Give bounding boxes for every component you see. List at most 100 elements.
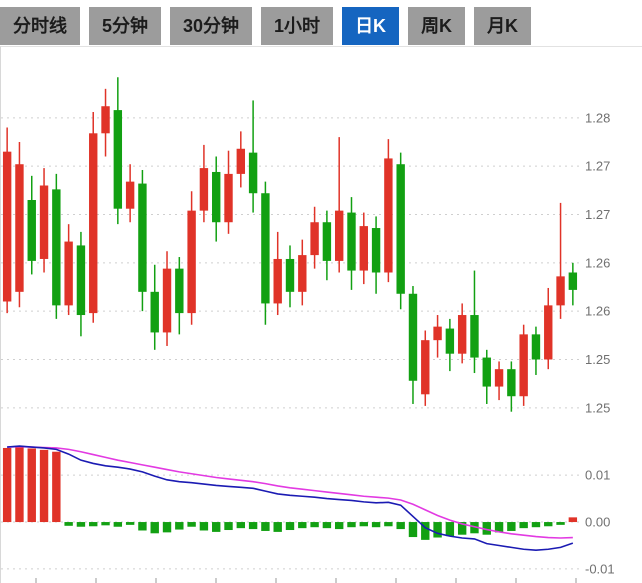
macd-histogram-bar	[396, 522, 405, 530]
tab-time-line[interactable]: 分时线	[0, 7, 80, 45]
macd-histogram-bar	[359, 522, 368, 527]
macd-histogram-bar	[261, 522, 270, 531]
macd-histogram-bar	[457, 522, 467, 535]
macd-histogram-bar	[384, 522, 393, 527]
candle	[39, 185, 49, 259]
candle	[359, 226, 368, 271]
y-axis-label: 0.01	[585, 468, 610, 483]
macd-histogram-bar	[138, 522, 147, 531]
candle	[224, 173, 233, 223]
y-axis-label: 1.26	[585, 255, 610, 270]
macd-histogram-bar	[568, 517, 578, 523]
macd-histogram-bar	[470, 522, 479, 534]
y-axis-label: 1.25	[585, 352, 610, 367]
candle	[470, 315, 479, 358]
macd-histogram-bar	[224, 522, 233, 531]
candle	[89, 133, 98, 314]
candle	[199, 168, 209, 211]
candle	[162, 268, 172, 333]
macd-histogram-bar	[89, 522, 98, 527]
macd-histogram-bar	[507, 522, 516, 531]
tab-1hour[interactable]: 1小时	[261, 7, 334, 45]
macd-histogram-bar	[421, 522, 430, 540]
candle	[76, 245, 86, 316]
macd-histogram-bar	[273, 522, 282, 532]
macd-histogram-bar	[101, 522, 110, 526]
macd-histogram-bar	[556, 522, 565, 525]
candle	[138, 183, 147, 292]
tab-monthly-k[interactable]: 月K	[474, 7, 532, 45]
macd-histogram-bar	[531, 522, 541, 528]
tab-5min[interactable]: 5分钟	[89, 7, 162, 45]
candle	[568, 272, 578, 290]
macd-histogram-bar	[175, 522, 184, 530]
y-axis-label: 0.00	[585, 515, 610, 530]
candle	[236, 148, 246, 174]
y-axis-label: 1.28	[585, 110, 610, 125]
macd-histogram-bar	[125, 522, 135, 525]
macd-histogram-bar	[199, 522, 209, 531]
candle	[15, 164, 24, 292]
macd-histogram-bar	[347, 522, 356, 528]
candle	[507, 369, 516, 397]
macd-histogram-bar	[322, 522, 332, 529]
candle	[273, 258, 282, 304]
tab-weekly-k[interactable]: 周K	[408, 7, 466, 45]
candle	[175, 268, 184, 314]
macd-histogram-bar	[162, 522, 172, 533]
macd-histogram-bar	[445, 522, 455, 537]
macd-chart[interactable]: 0.01 0.00 -0.01	[1, 440, 642, 583]
candle	[347, 212, 356, 271]
candle	[125, 181, 135, 209]
macd-histogram-bar	[544, 522, 553, 527]
candle	[52, 189, 61, 306]
tab-daily-k[interactable]: 日K	[342, 7, 400, 45]
candle	[113, 110, 123, 209]
macd-histogram-bar	[519, 522, 528, 529]
macd-histogram-bar	[52, 451, 61, 523]
candle	[285, 258, 295, 292]
candle	[384, 158, 393, 273]
macd-histogram-bar	[187, 522, 196, 527]
candle	[150, 291, 159, 333]
macd-histogram-bar	[113, 522, 123, 527]
macd-histogram-bar	[285, 522, 295, 531]
candle	[445, 328, 455, 354]
candle	[248, 152, 258, 194]
candle	[322, 222, 332, 261]
candle	[187, 210, 196, 314]
candle	[408, 293, 418, 381]
y-axis-label: 1.25	[585, 400, 610, 415]
candlestick-chart[interactable]: 1.28 1.27 1.27 1.26 1.26 1.25 1.25	[1, 55, 642, 432]
macd-histogram-bar	[371, 522, 381, 528]
candle	[261, 193, 270, 304]
macd-histogram-bar	[150, 522, 159, 534]
macd-histogram-bar	[494, 522, 504, 533]
candle	[531, 334, 541, 360]
candle	[544, 305, 553, 360]
macd-histogram-bar	[236, 522, 246, 529]
period-tabbar: 分时线 5分钟 30分钟 1小时 日K 周K 月K	[0, 0, 642, 46]
candle	[433, 326, 442, 341]
macd-histogram-bar	[27, 448, 36, 523]
candle	[27, 200, 36, 261]
macd-histogram-bar	[248, 522, 258, 530]
tab-30min[interactable]: 30分钟	[170, 7, 253, 45]
macd-histogram-bar	[310, 522, 319, 528]
candle	[212, 171, 221, 223]
candle	[371, 228, 381, 273]
candle	[421, 340, 430, 395]
candle	[64, 241, 73, 306]
candle	[396, 164, 405, 294]
y-axis-label: 1.27	[585, 207, 610, 222]
macd-histogram-bar	[212, 522, 221, 532]
macd-histogram-bar	[2, 447, 12, 523]
candle	[334, 210, 344, 261]
macd-histogram-bar	[39, 449, 49, 523]
candle	[482, 357, 491, 387]
macd-histogram-bar	[76, 522, 86, 527]
macd-histogram-bar	[408, 522, 418, 538]
candle	[2, 151, 12, 302]
candle	[310, 222, 319, 256]
